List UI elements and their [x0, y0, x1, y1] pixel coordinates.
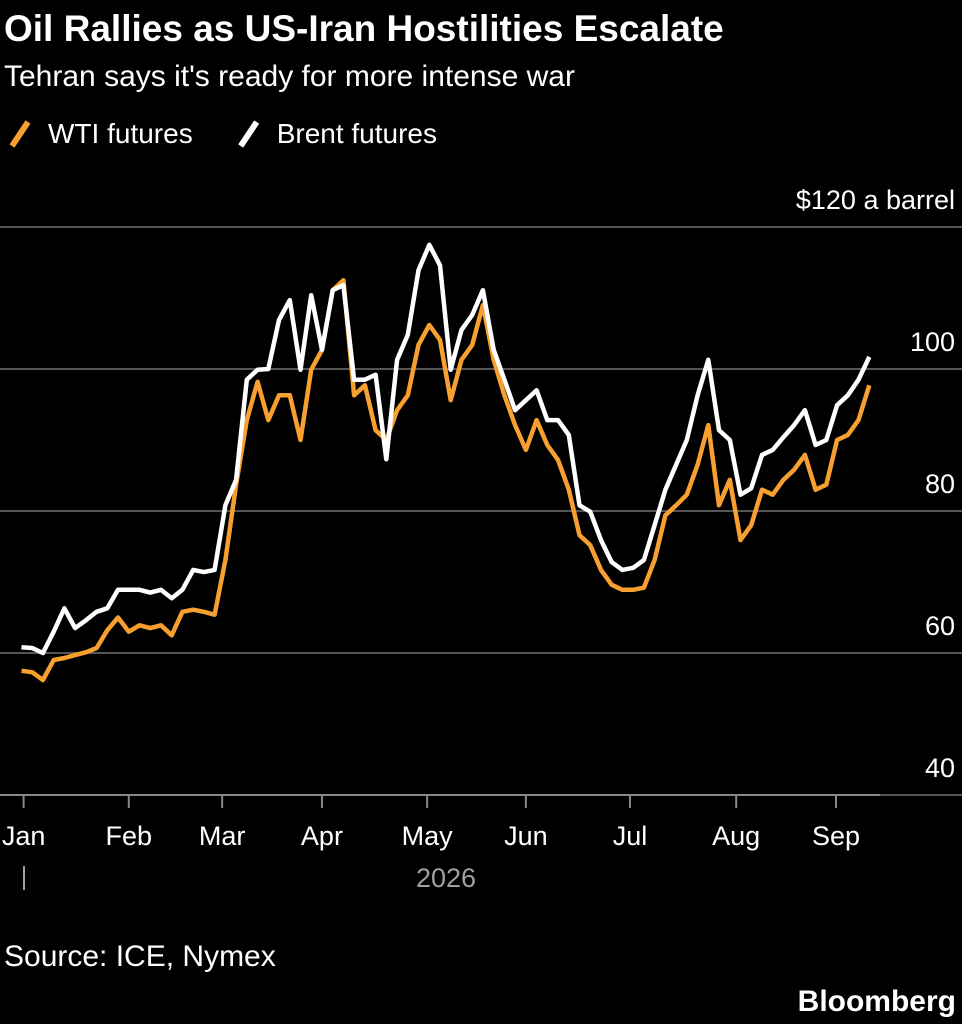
x-tick-label: Jun [504, 821, 548, 851]
source: Source: ICE, Nymex [4, 940, 276, 973]
x-axis-label: 2026 [416, 863, 476, 893]
y-tick-label: $120 a barrel [796, 185, 955, 215]
chart-subtitle: Tehran says it's ready for more intense … [4, 60, 575, 93]
y-tick-label: 100 [910, 327, 955, 357]
legend-swatch [9, 120, 31, 148]
legend-swatch [238, 120, 260, 148]
x-tick-label: Jul [613, 821, 648, 851]
series-line [21, 278, 872, 683]
x-tick-label: Sep [812, 821, 860, 851]
y-tick-label: 60 [925, 611, 955, 641]
y-tick-label: 40 [925, 753, 955, 783]
series-line [21, 242, 872, 656]
x-tick-label: Apr [301, 821, 343, 851]
x-tick-label: Aug [712, 821, 760, 851]
x-tick-label: May [402, 821, 454, 851]
legend-label: Brent futures [277, 118, 437, 149]
x-tick-label: Jan [2, 821, 46, 851]
x-tick-label: Mar [199, 821, 246, 851]
chart-title: Oil Rallies as US-Iran Hostilities Escal… [4, 8, 724, 49]
legend-label: WTI futures [48, 118, 193, 149]
y-tick-label: 80 [925, 469, 955, 499]
brand: Bloomberg [798, 985, 956, 1018]
x-tick-label: Feb [106, 821, 153, 851]
